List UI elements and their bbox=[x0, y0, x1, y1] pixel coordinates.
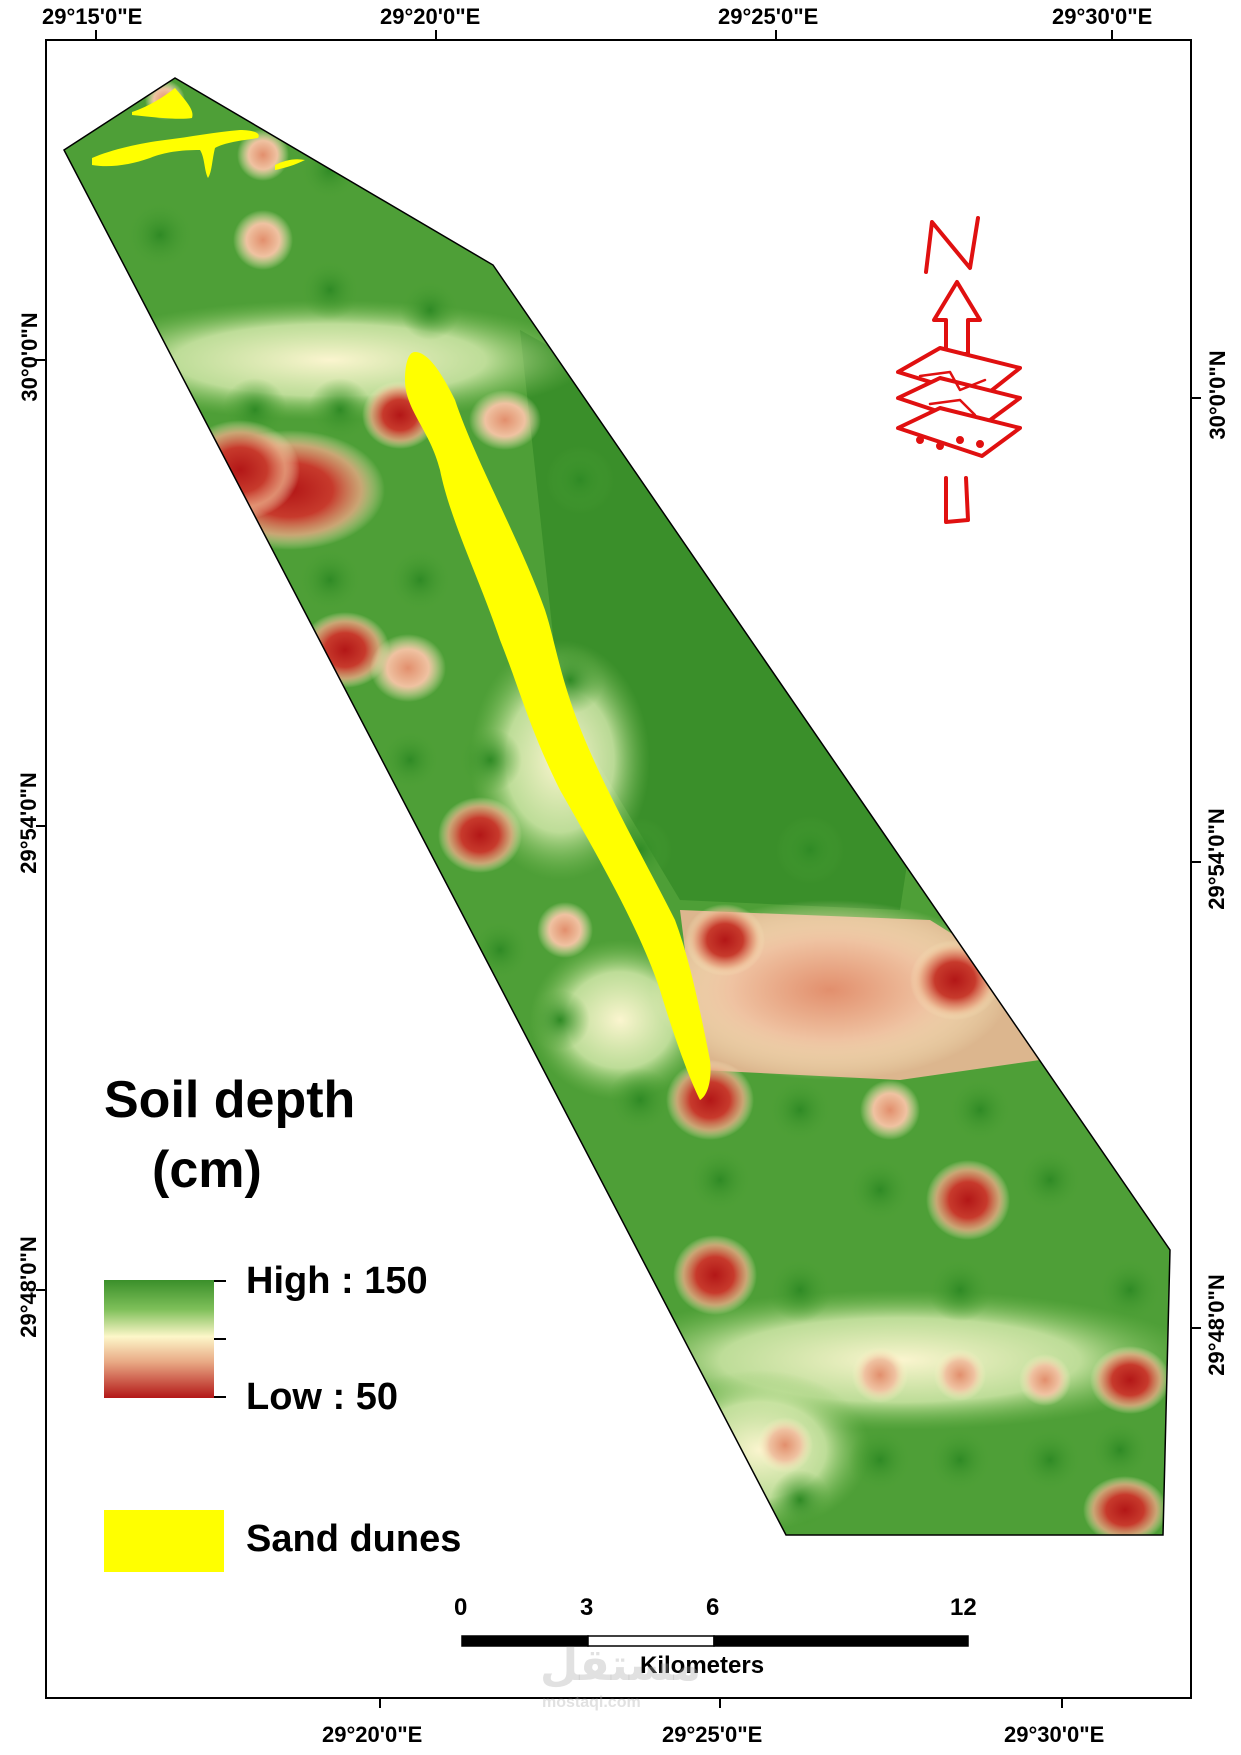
top-lon-label: 29°20'0"E bbox=[380, 4, 481, 29]
scale-tick-label: 6 bbox=[706, 1594, 720, 1621]
sand-dunes bbox=[92, 88, 711, 1100]
top-lon-label: 29°30'0"E bbox=[1052, 4, 1153, 29]
grid-ticks bbox=[36, 30, 1201, 1708]
legend-unit: (cm) bbox=[152, 1141, 262, 1199]
legend-color-ramp bbox=[104, 1280, 214, 1398]
map-frame bbox=[45, 39, 1192, 1699]
left-lat-label: 29°48'0"N bbox=[16, 1236, 41, 1338]
legend-low-label: Low : 50 bbox=[246, 1376, 399, 1418]
legend-dunes-label: Sand dunes bbox=[246, 1518, 462, 1560]
legend-dunes-swatch bbox=[104, 1510, 224, 1572]
scale-tick-label: 0 bbox=[454, 1594, 468, 1621]
legend-high-label: High : 150 bbox=[246, 1260, 428, 1302]
bottom-lon-label: 29°20'0"E bbox=[322, 1722, 423, 1747]
watermark-logo: مستقل bbox=[540, 1641, 701, 1690]
scale-tick-label: 12 bbox=[950, 1594, 977, 1621]
scale-unit-label: Kilometers bbox=[640, 1652, 765, 1679]
study-area-outline bbox=[63, 77, 1171, 1536]
legend-ramp-ticks bbox=[214, 1280, 226, 1398]
bottom-lon-label: 29°25'0"E bbox=[662, 1722, 763, 1747]
left-lat-label: 30°0'0"N bbox=[17, 312, 42, 402]
right-lat-label: 29°54'0"N bbox=[1204, 808, 1229, 910]
bottom-lon-label: 29°30'0"E bbox=[1004, 1722, 1105, 1747]
left-lat-label: 29°54'0"N bbox=[16, 772, 41, 874]
scale-bar bbox=[461, 1635, 969, 1647]
right-lat-label: 29°48'0"N bbox=[1204, 1274, 1229, 1376]
scale-tick-label: 3 bbox=[580, 1594, 594, 1621]
top-lon-label: 29°15'0"E bbox=[42, 4, 143, 29]
watermark-url: mostaql.com bbox=[542, 1694, 641, 1711]
legend-title: Soil depth bbox=[104, 1071, 356, 1129]
top-lon-label: 29°25'0"E bbox=[718, 4, 819, 29]
north-arrow-icon bbox=[896, 216, 1022, 524]
right-lat-label: 30°0'0"N bbox=[1205, 350, 1230, 440]
